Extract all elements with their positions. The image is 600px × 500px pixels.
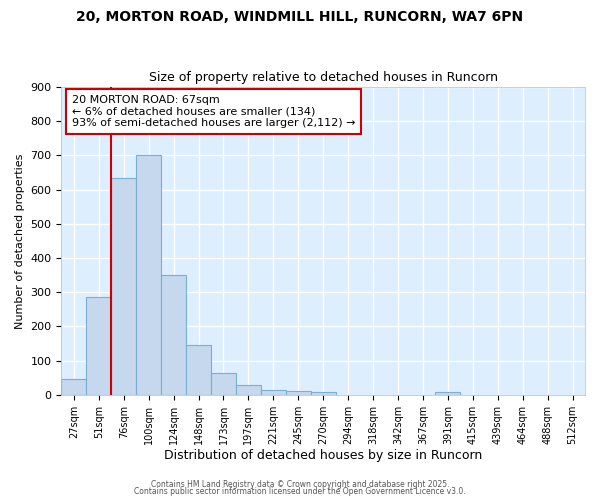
Bar: [436, 392, 460, 395]
Bar: [61, 380, 86, 395]
Bar: [211, 372, 236, 395]
Text: 20 MORTON ROAD: 67sqm
← 6% of detached houses are smaller (134)
93% of semi-deta: 20 MORTON ROAD: 67sqm ← 6% of detached h…: [72, 95, 355, 128]
X-axis label: Distribution of detached houses by size in Runcorn: Distribution of detached houses by size …: [164, 450, 482, 462]
Bar: [161, 275, 186, 395]
Bar: [236, 384, 261, 395]
Bar: [311, 392, 335, 395]
Bar: [136, 156, 161, 395]
Y-axis label: Number of detached properties: Number of detached properties: [15, 154, 25, 328]
Bar: [86, 298, 111, 395]
Bar: [261, 390, 286, 395]
Title: Size of property relative to detached houses in Runcorn: Size of property relative to detached ho…: [149, 72, 498, 85]
Bar: [286, 392, 311, 395]
Bar: [111, 178, 136, 395]
Text: Contains HM Land Registry data © Crown copyright and database right 2025.: Contains HM Land Registry data © Crown c…: [151, 480, 449, 489]
Text: Contains public sector information licensed under the Open Government Licence v3: Contains public sector information licen…: [134, 488, 466, 496]
Bar: [186, 346, 211, 395]
Text: 20, MORTON ROAD, WINDMILL HILL, RUNCORN, WA7 6PN: 20, MORTON ROAD, WINDMILL HILL, RUNCORN,…: [76, 10, 524, 24]
